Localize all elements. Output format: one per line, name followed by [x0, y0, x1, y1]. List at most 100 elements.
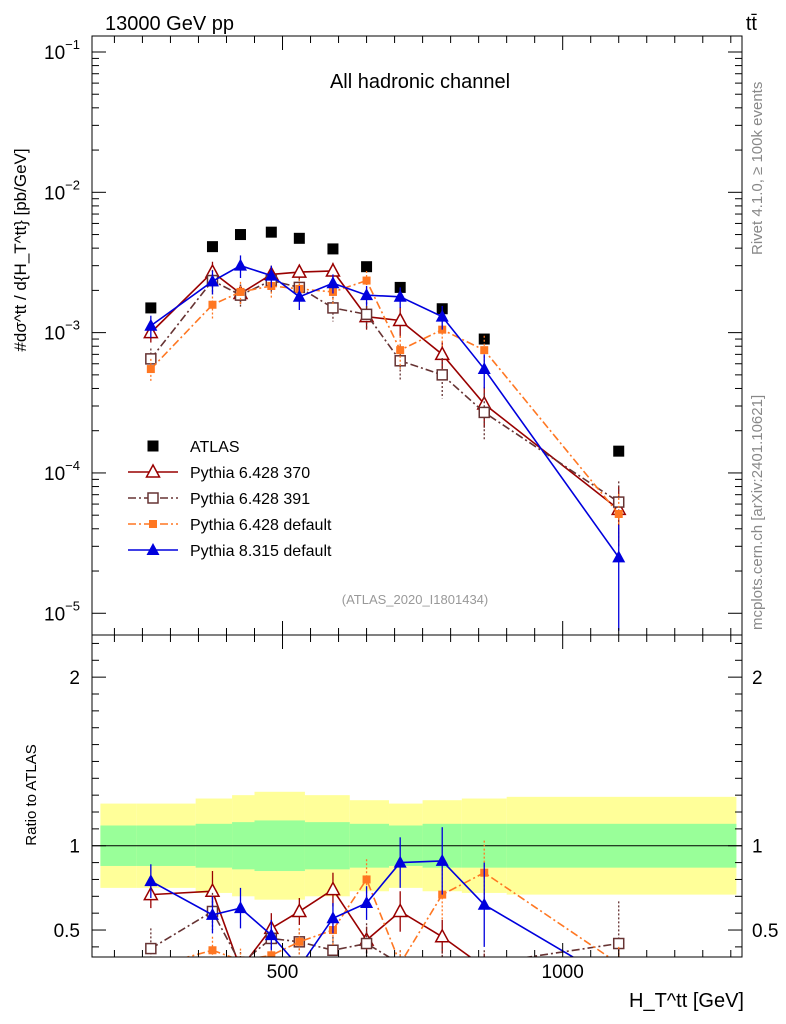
data-point — [205, 274, 219, 287]
ratio-point — [291, 902, 308, 918]
ratio-point — [434, 928, 450, 943]
legend-label: Pythia 6.428 391 — [190, 491, 310, 508]
series-line — [150, 279, 620, 503]
ratio-point — [395, 959, 405, 969]
ratio-point — [267, 951, 276, 957]
data-point — [362, 276, 371, 285]
ratio-point — [295, 937, 304, 946]
data-point — [434, 345, 450, 361]
ratio-axis-ticks: 0.5 1 2 0.5 1 2 500 1000 — [54, 635, 778, 983]
ratio-y-tick-label-right: 0.5 — [752, 921, 778, 942]
ratio-point — [147, 963, 155, 971]
ratio-panel: 0.5 1 2 0.5 1 2 500 1000 Ratio to ATLAS H_T^tt … — [23, 634, 778, 1012]
data-point — [361, 261, 373, 273]
data-point — [480, 346, 489, 355]
ratio-point — [392, 902, 408, 918]
ratio-point — [205, 907, 219, 920]
legend-entry: ATLAS — [147, 439, 240, 456]
ratio-point — [327, 944, 339, 957]
ratio-series-pythia-6-428-370 — [143, 871, 620, 974]
x-tick-label: 500 — [267, 962, 299, 983]
data-point — [264, 268, 278, 281]
data-point — [206, 241, 218, 253]
ratio-line — [150, 910, 619, 957]
ratio-y-tick-label-right: 1 — [752, 837, 763, 858]
data-point — [146, 365, 155, 374]
ratio-point — [360, 896, 374, 909]
header-process-label: tt̄ — [746, 13, 758, 35]
ratio-point — [393, 855, 407, 868]
ratio-y-axis-label: Ratio to ATLAS — [23, 744, 40, 845]
y-tick-label: 10−1 — [44, 37, 80, 64]
main-y-axis-label: #dσ^tt / d{H_T^tt} [pb/GeV] — [11, 148, 30, 351]
legend-entry: Pythia 8.315 default — [128, 543, 332, 560]
data-point — [612, 550, 626, 563]
data-point — [613, 445, 625, 457]
legend-entry: Pythia 6.428 default — [128, 517, 332, 534]
legend-marker — [145, 463, 161, 478]
data-point — [326, 276, 340, 289]
ratio-point — [617, 955, 620, 957]
legend-marker — [146, 543, 160, 555]
series-atlas — [145, 226, 625, 457]
legend-entry: Pythia 6.428 370 — [128, 463, 310, 482]
ratio-series-pythia-8-315-default — [144, 827, 625, 989]
data-point — [265, 226, 277, 238]
ratio-point — [479, 959, 489, 969]
ratio-y-tick-label-left: 1 — [69, 837, 80, 858]
data-point — [291, 263, 308, 278]
ratio-plot-frame — [91, 634, 743, 958]
y-tick-label: 10−3 — [44, 318, 80, 345]
ratio-point — [145, 942, 157, 955]
data-point — [234, 229, 246, 241]
y-tick-label: 10−4 — [44, 458, 80, 485]
ratio-point — [615, 960, 623, 968]
data-point — [208, 300, 217, 309]
legend-marker — [149, 520, 157, 528]
data-point — [392, 311, 408, 327]
data-point — [292, 289, 306, 302]
ratio-y-tick-label-left: 0.5 — [54, 921, 80, 942]
mcplots-label: mcplots.cern.ch [arXiv:2401.10621] — [749, 395, 766, 630]
data-point — [477, 362, 491, 375]
data-point — [360, 308, 373, 321]
ratio-point — [612, 977, 625, 989]
ratio-point — [326, 911, 340, 924]
data-point — [614, 509, 623, 518]
series-pythia-8-315-default — [144, 255, 626, 631]
data-point — [360, 288, 374, 301]
ratio-point — [144, 874, 158, 887]
data-point — [393, 289, 407, 302]
ratio-point — [208, 946, 217, 955]
legend-marker — [147, 440, 159, 452]
ratio-y-tick-label-left: 2 — [69, 668, 80, 689]
ratio-y-tick-label-right: 2 — [752, 668, 763, 689]
data-point — [478, 406, 490, 419]
rivet-version-label: Rivet 4.1.0, ≥ 100k events — [749, 82, 766, 255]
main-plot-title: All hadronic channel — [330, 71, 510, 93]
ratio-point — [234, 962, 247, 974]
data-point — [436, 369, 448, 381]
analysis-id-label: (ATLAS_2020_I1801434) — [342, 592, 488, 607]
y-tick-label: 10−5 — [44, 598, 80, 625]
legend-label: ATLAS — [190, 439, 240, 456]
ratio-point — [264, 928, 278, 941]
legend-entry: Pythia 6.428 391 — [128, 491, 310, 508]
ratio-point — [478, 960, 491, 972]
ratio-point — [204, 882, 221, 898]
y-tick-exponent: −4 — [65, 458, 80, 473]
ratio-point — [396, 960, 404, 968]
data-point — [145, 302, 157, 314]
data-point — [478, 333, 490, 345]
ratio-point — [325, 880, 341, 896]
main-panel: 10−1 10−2 10−3 10−4 10−5 All hadronic channe… — [11, 35, 743, 636]
ratio-point — [435, 853, 449, 866]
data-point — [236, 287, 245, 296]
x-tick-label: 1000 — [542, 962, 584, 983]
ratio-point — [362, 875, 371, 884]
legend-label: Pythia 8.315 default — [190, 543, 332, 560]
ratio-point — [233, 901, 247, 914]
y-tick-exponent: −5 — [65, 598, 80, 613]
y-tick-exponent: −3 — [65, 318, 80, 333]
